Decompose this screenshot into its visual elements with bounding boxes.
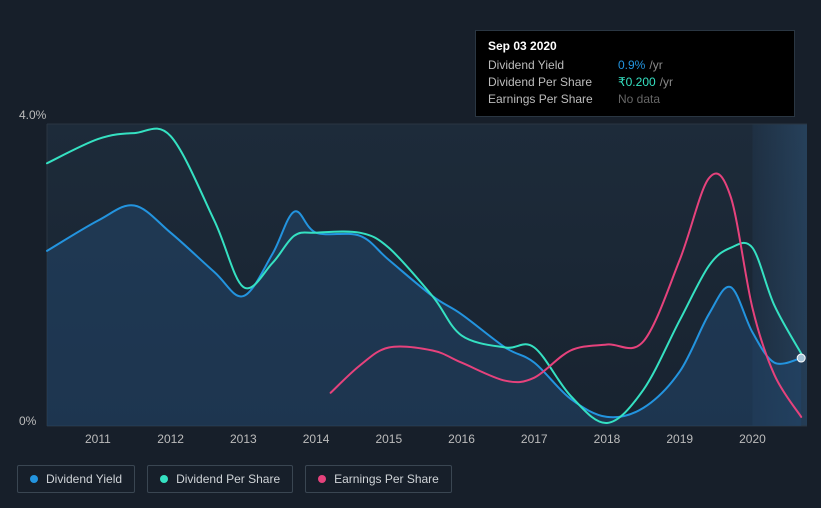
- legend-item-dividend-per-share[interactable]: Dividend Per Share: [147, 465, 293, 493]
- x-axis-label: 2018: [594, 432, 621, 446]
- x-axis-label: 2012: [157, 432, 184, 446]
- tooltip-value: No data: [618, 91, 660, 108]
- legend-label: Earnings Per Share: [334, 472, 439, 486]
- x-axis-label: 2017: [521, 432, 548, 446]
- tooltip-value: 0.9%: [618, 57, 645, 74]
- legend-label: Dividend Yield: [46, 472, 122, 486]
- chart-tooltip: Sep 03 2020 Dividend Yield 0.9% /yr Divi…: [475, 30, 795, 117]
- x-axis-label: 2014: [303, 432, 330, 446]
- tooltip-row: Dividend Per Share ₹0.200 /yr: [488, 74, 782, 91]
- x-axis-label: 2011: [85, 432, 111, 446]
- legend-item-dividend-yield[interactable]: Dividend Yield: [17, 465, 135, 493]
- legend-dot: [318, 475, 326, 483]
- tooltip-unit: /yr: [660, 74, 673, 91]
- dividend-chart: Sep 03 2020 Dividend Yield 0.9% /yr Divi…: [17, 8, 807, 448]
- tooltip-unit: /yr: [649, 57, 662, 74]
- tooltip-label: Dividend Per Share: [488, 74, 618, 91]
- x-axis-label: 2013: [230, 432, 257, 446]
- x-axis-label: 2015: [375, 432, 402, 446]
- legend-item-earnings-per-share[interactable]: Earnings Per Share: [305, 465, 452, 493]
- tooltip-value: ₹0.200: [618, 74, 656, 91]
- tooltip-date: Sep 03 2020: [488, 39, 782, 53]
- legend-dot: [160, 475, 168, 483]
- tooltip-row: Dividend Yield 0.9% /yr: [488, 57, 782, 74]
- x-axis-label: 2016: [448, 432, 475, 446]
- tooltip-row: Earnings Per Share No data: [488, 91, 782, 108]
- tooltip-label: Dividend Yield: [488, 57, 618, 74]
- legend-label: Dividend Per Share: [176, 472, 280, 486]
- tooltip-label: Earnings Per Share: [488, 91, 618, 108]
- chart-legend: Dividend Yield Dividend Per Share Earnin…: [17, 465, 452, 493]
- legend-dot: [30, 475, 38, 483]
- x-axis-label: 2019: [666, 432, 693, 446]
- x-axis-label: 2020: [739, 432, 766, 446]
